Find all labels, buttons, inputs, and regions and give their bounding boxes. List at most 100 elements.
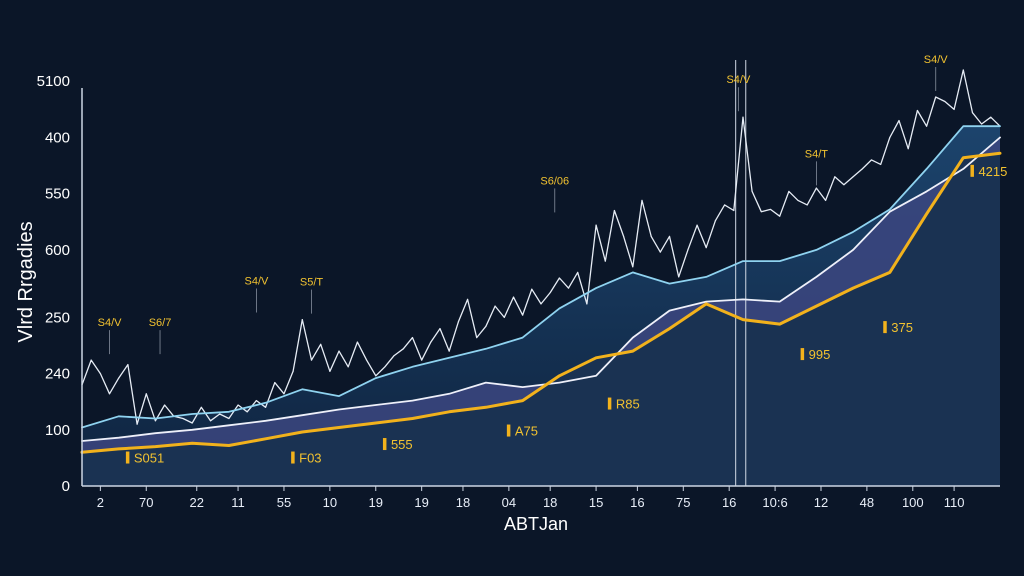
data-point-middle-1 [118, 437, 120, 439]
data-point-volatile-15 [219, 413, 221, 415]
data-point-volatile-27 [329, 370, 331, 372]
y-tick-label-5: 240 [45, 366, 70, 383]
data-point-volatile-13 [200, 406, 202, 408]
data-point-volatile-84 [852, 176, 854, 178]
peak-marker-label-4: S6/06 [540, 175, 569, 187]
data-point-upper-4 [228, 411, 230, 413]
data-point-middle-18 [742, 298, 744, 300]
data-point-volatile-75 [769, 208, 772, 211]
data-point-volatile-50 [540, 303, 542, 305]
data-point-lower-5 [265, 438, 267, 440]
data-point-volatile-67 [696, 224, 698, 226]
data-point-lower-15 [632, 350, 634, 352]
data-point-upper-1 [118, 415, 120, 417]
data-point-volatile-44 [485, 325, 487, 327]
data-point-upper-10 [448, 357, 450, 359]
peak-marker-label-0: S4/V [98, 317, 123, 329]
data-labels: S051 F03 555 A75 R85 995 375 4215 [125, 164, 1007, 466]
data-point-volatile-37 [421, 359, 423, 361]
data-point-middle-14 [595, 375, 597, 377]
data-point-volatile-22 [283, 393, 285, 395]
data-point-upper-6 [301, 388, 303, 390]
data-point-lower-18 [742, 319, 744, 321]
data-point-volatile-83 [843, 184, 845, 186]
x-tick-label-6: 19 [369, 495, 383, 510]
data-point-middle-3 [191, 429, 193, 431]
data-point-lower-3 [191, 442, 193, 444]
x-tick-label-14: 16 [722, 495, 736, 510]
data-point-volatile-3 [108, 393, 111, 395]
data-point-volatile-82 [834, 176, 836, 178]
data-point-volatile-61 [641, 199, 643, 202]
data-point-volatile-36 [411, 336, 414, 339]
data-point-middle-9 [411, 399, 414, 402]
data-point-volatile-86 [870, 159, 873, 161]
data-point-lower-23 [925, 213, 928, 215]
data-label-2: 555 [391, 437, 413, 452]
y-axis-title: Vlrd Rrgadies [15, 221, 37, 342]
data-point-volatile-96 [962, 69, 964, 71]
y-tick-label-0: 5100 [37, 73, 70, 90]
x-tick-label-12: 16 [630, 495, 644, 510]
data-point-middle-6 [301, 414, 303, 416]
data-point-volatile-94 [944, 100, 946, 103]
data-point-middle-25 [999, 136, 1001, 139]
data-point-volatile-56 [595, 224, 597, 226]
data-point-upper-24 [962, 125, 964, 127]
data-point-middle-20 [815, 276, 818, 278]
data-point-lower-10 [448, 411, 450, 413]
data-point-volatile-26 [320, 343, 322, 345]
data-label-5: 995 [809, 347, 831, 362]
data-label-bar-5 [800, 348, 805, 361]
peak-marker-label-1: S6/7 [149, 317, 172, 329]
data-point-volatile-71 [733, 209, 735, 212]
x-tick-label-11: 15 [589, 495, 603, 510]
data-point-volatile-91 [916, 109, 918, 112]
data-point-volatile-43 [476, 336, 478, 339]
axes [81, 88, 1000, 487]
data-label-bar-4 [607, 397, 612, 410]
data-point-middle-10 [448, 393, 450, 395]
data-point-upper-22 [889, 208, 891, 211]
data-point-middle-4 [228, 424, 230, 426]
data-point-volatile-28 [338, 350, 340, 352]
data-point-lower-9 [411, 417, 414, 420]
data-point-volatile-69 [714, 220, 717, 222]
data-label-4: R85 [616, 397, 640, 412]
data-point-volatile-85 [861, 168, 863, 170]
series-lines [80, 69, 1002, 454]
data-point-upper-7 [338, 395, 340, 397]
data-point-lower-19 [779, 323, 781, 325]
series-line-upper [81, 125, 1001, 429]
data-point-volatile-2 [99, 372, 101, 375]
data-point-middle-16 [668, 310, 671, 312]
data-label-7: 4215 [978, 164, 1007, 179]
data-point-middle-2 [154, 432, 157, 434]
data-point-lower-8 [375, 422, 377, 424]
data-point-upper-19 [779, 260, 781, 262]
data-point-lower-1 [118, 448, 120, 450]
data-point-volatile-11 [182, 417, 184, 420]
data-point-middle-15 [632, 336, 634, 339]
x-tick-label-3: 11 [231, 495, 245, 510]
data-point-lower-25 [999, 152, 1001, 154]
x-tick-label-9: 04 [502, 495, 516, 510]
data-label-3: A75 [515, 424, 538, 439]
data-point-upper-17 [705, 276, 707, 278]
data-point-lower-7 [338, 426, 340, 429]
data-point-volatile-59 [623, 235, 625, 237]
data-point-lower-20 [815, 305, 818, 307]
data-point-lower-13 [558, 375, 560, 377]
data-point-volatile-5 [127, 363, 129, 366]
data-point-volatile-33 [384, 366, 386, 368]
data-point-upper-12 [522, 336, 524, 339]
data-label-bar-7 [970, 164, 974, 177]
peak-annotations: S4/V S6/7 S4/V S5/T S6/06 S4/V S4/T S4/V [98, 54, 948, 355]
x-tick-label-13: 75 [676, 495, 690, 510]
data-label-6: 375 [891, 320, 913, 335]
data-point-volatile-78 [797, 199, 799, 202]
data-point-volatile-62 [650, 235, 652, 237]
data-point-volatile-53 [567, 287, 570, 289]
data-point-volatile-45 [494, 305, 496, 307]
y-tick-label-1: 400 [45, 129, 70, 146]
